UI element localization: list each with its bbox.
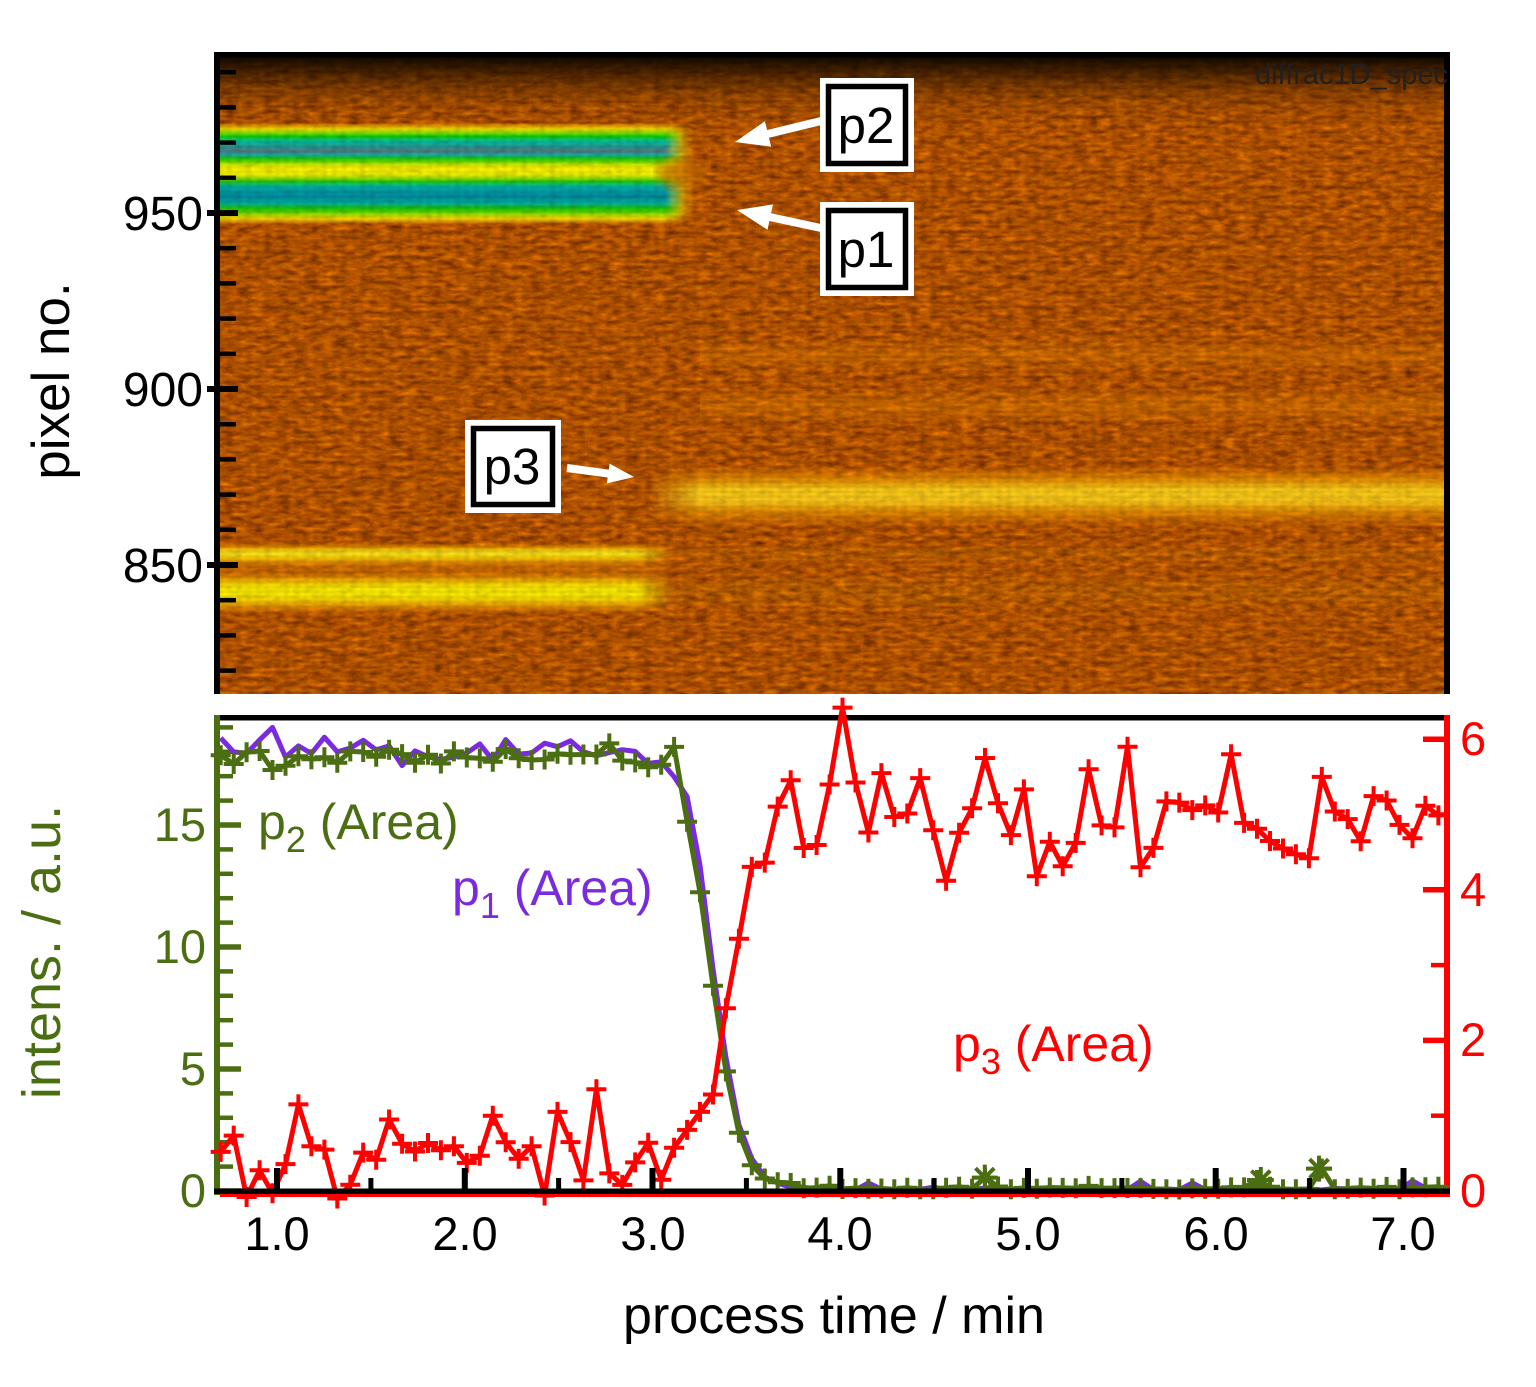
svg-text:10: 10 [154, 920, 206, 973]
svg-text:p2: p2 [838, 97, 895, 154]
svg-text:3.0: 3.0 [620, 1207, 685, 1260]
svg-text:pixel no.: pixel no. [22, 282, 81, 479]
svg-text:2.0: 2.0 [432, 1207, 497, 1260]
svg-text:900: 900 [123, 364, 203, 417]
svg-text:0: 0 [180, 1164, 206, 1217]
svg-text:7.0: 7.0 [1370, 1207, 1435, 1260]
svg-text:5: 5 [180, 1042, 206, 1095]
svg-text:4: 4 [1460, 863, 1486, 916]
svg-text:5.0: 5.0 [995, 1207, 1060, 1260]
svg-text:850: 850 [123, 540, 203, 593]
svg-text:p3: p3 [484, 438, 541, 495]
svg-text:2: 2 [1460, 1013, 1486, 1066]
svg-text:0: 0 [1460, 1164, 1486, 1217]
svg-text:6: 6 [1460, 712, 1486, 765]
svg-text:4.0: 4.0 [807, 1207, 872, 1260]
svg-text:p3 (Area): p3 (Area) [953, 1016, 1154, 1082]
svg-text:1.0: 1.0 [244, 1207, 309, 1260]
svg-text:15: 15 [154, 798, 206, 851]
svg-text:6.0: 6.0 [1183, 1207, 1248, 1260]
svg-text:intens. / a.u.: intens. / a.u. [12, 805, 72, 1099]
svg-text:process time / min: process time / min [623, 1287, 1045, 1345]
svg-text:p1: p1 [838, 221, 895, 278]
svg-text:950: 950 [123, 188, 203, 241]
svg-text:diffrac1D_spec: diffrac1D_spec [1255, 59, 1448, 91]
